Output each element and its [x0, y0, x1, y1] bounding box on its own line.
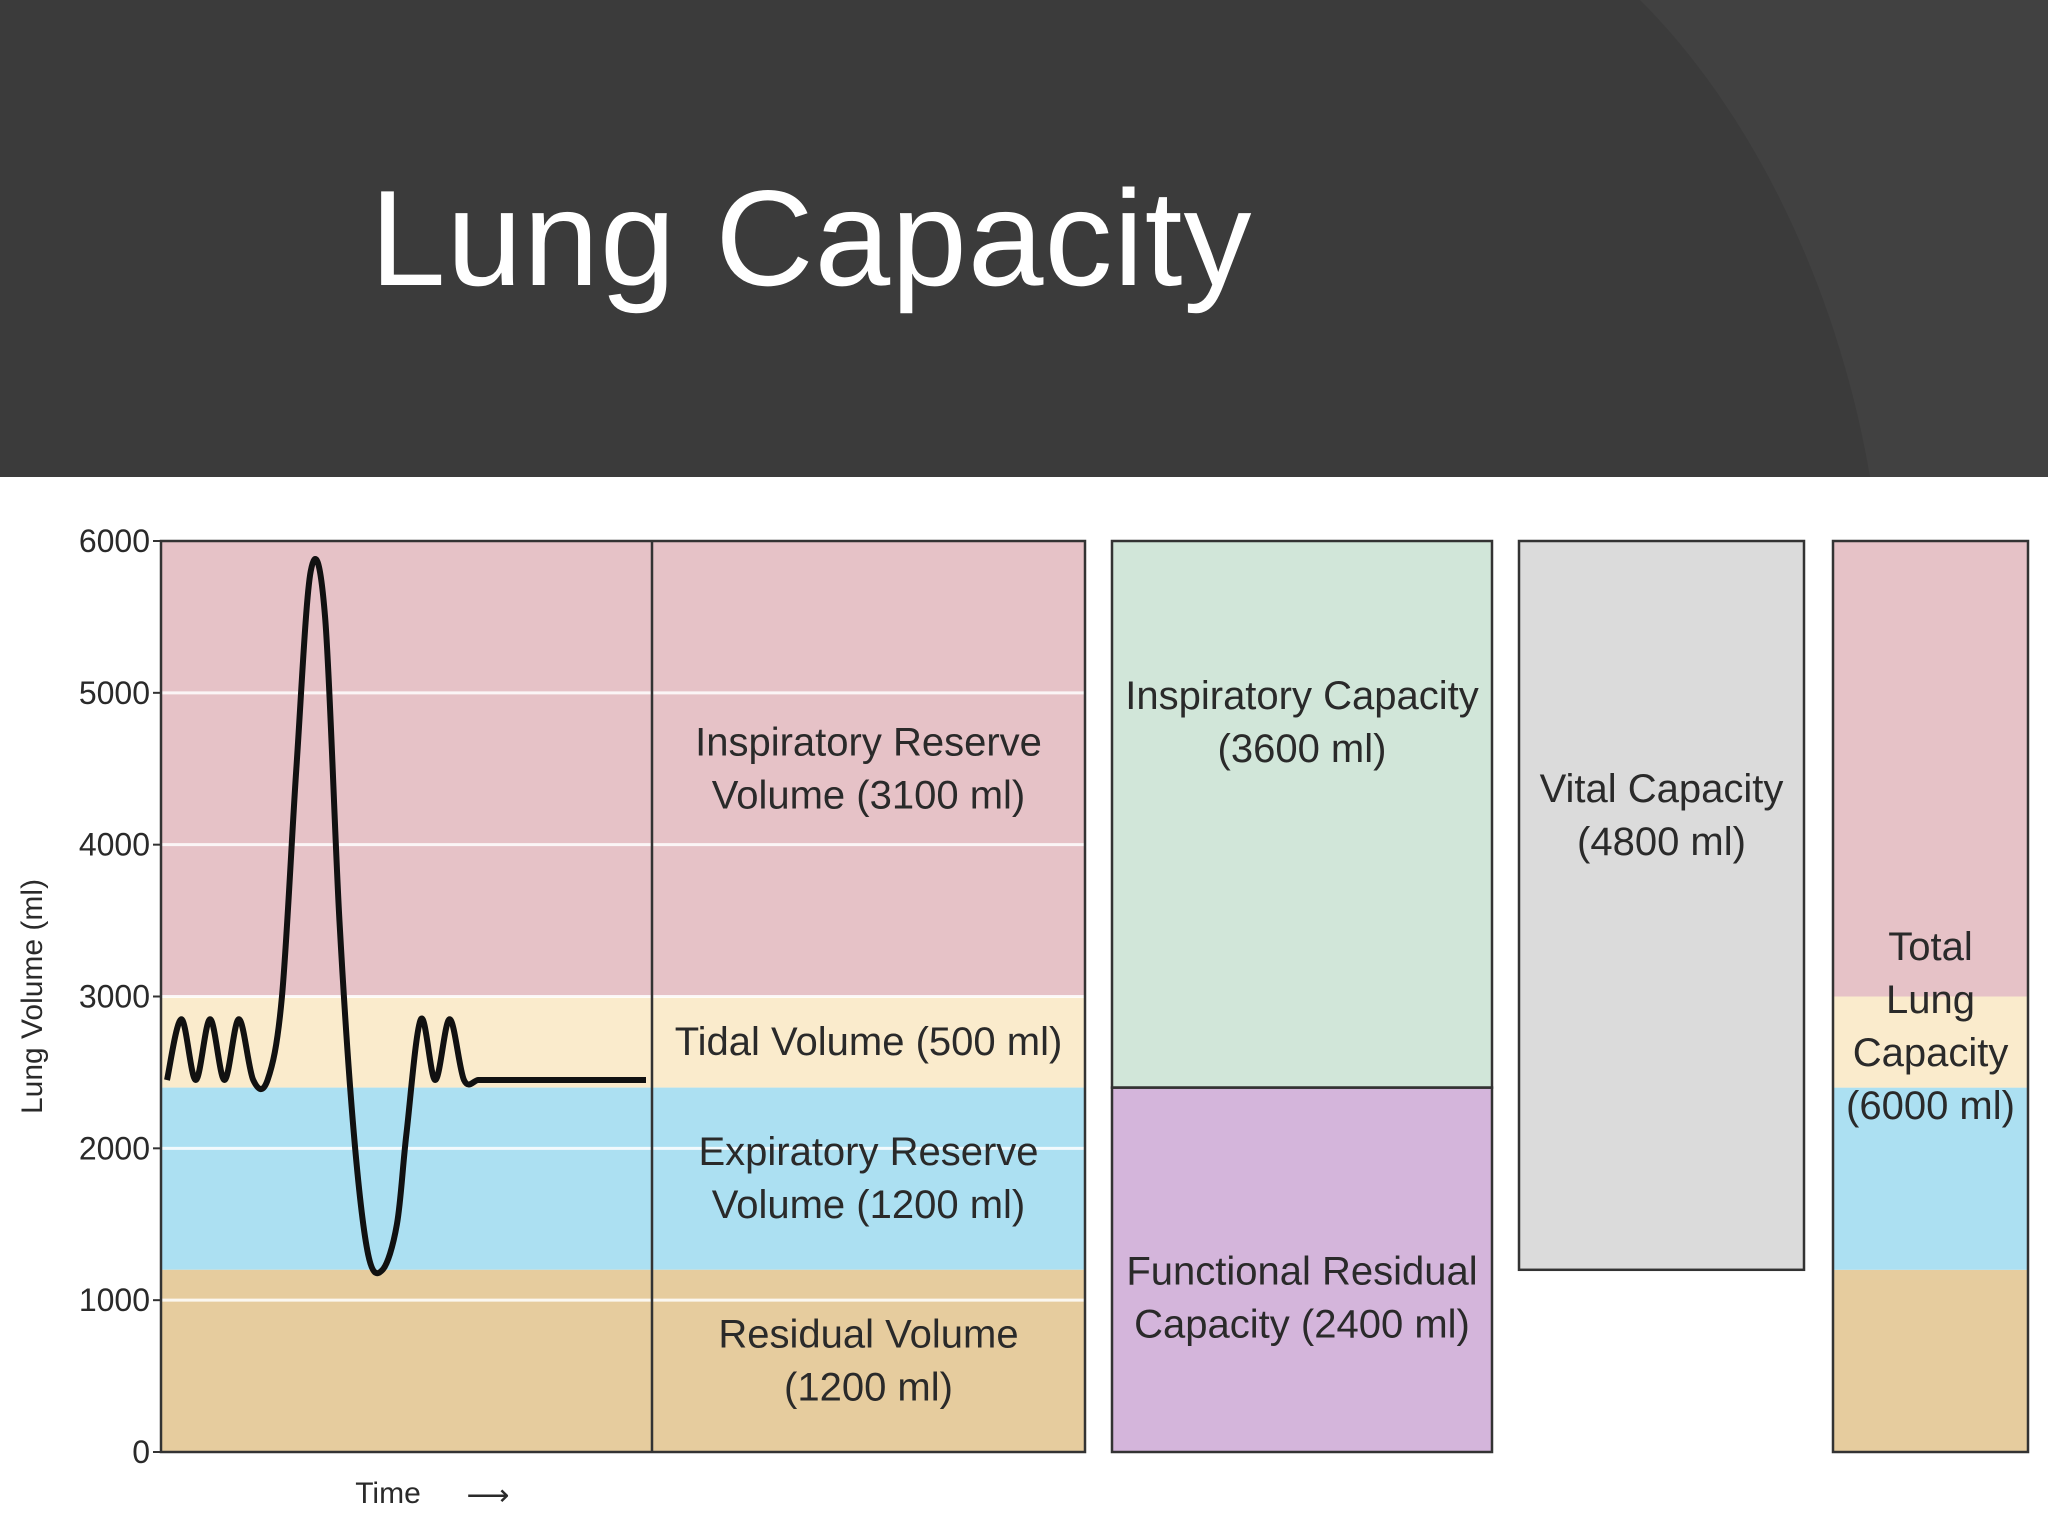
label-total_lung_capacity-line: Lung: [1886, 978, 1975, 1022]
y-tick-label: 5000: [79, 675, 150, 711]
breathing-trace-line: [164, 556, 646, 1277]
band-erv: [161, 1087, 1085, 1270]
band-irv: [161, 541, 1085, 997]
label-tidal-line: Tidal Volume (500 ml): [675, 1020, 1063, 1064]
y-tick-label: 3000: [79, 979, 150, 1015]
band-residual: [161, 1269, 1085, 1452]
lung-capacity-chart: 0 1000 2000 3000 4000 5000 6000 Lung Volume (ml…: [16, 523, 2030, 1512]
label-total_lung_capacity: Total Lung Capacity (6000 ml): [1846, 925, 2015, 1128]
y-tick-label: 0: [132, 1434, 150, 1470]
y-tick-label: 6000: [79, 523, 150, 559]
x-axis-title: Time: [355, 1477, 421, 1510]
label-tidal: Tidal Volume (500 ml): [675, 1020, 1063, 1064]
y-tick-label: 1000: [79, 1282, 150, 1318]
slide-header: Lung Capacity: [0, 0, 2048, 477]
label-vital_capacity-line: Vital Capacity: [1540, 767, 1784, 811]
label-vital_capacity: Vital Capacity (4800 ml): [1540, 767, 1784, 864]
tlc-segment-irv: [1833, 541, 2028, 997]
capacity-border: [1831, 539, 2030, 1454]
label-erv-line: Expiratory Reserve: [698, 1130, 1038, 1174]
header-arc-decoration: [1640, 0, 2048, 477]
capacity-border: [1517, 539, 1806, 1272]
slide-title: Lung Capacity: [370, 162, 1253, 314]
y-axis-title: Lung Volume (ml): [16, 879, 49, 1114]
label-inspiratory_capacity-line: Inspiratory Capacity: [1125, 674, 1478, 718]
y-tick-label: 2000: [79, 1130, 150, 1166]
label-irv-line: Inspiratory Reserve: [695, 720, 1042, 764]
label-erv-line: Volume (1200 ml): [712, 1183, 1025, 1227]
tlc-segment-tidal: [1833, 996, 2028, 1088]
capacity-frc: [1112, 1087, 1492, 1452]
label-frc: Functional Residual Capacity (2400 ml): [1126, 1249, 1477, 1346]
label-total_lung_capacity-line: Capacity: [1853, 1031, 2009, 1075]
breathing-trace: [164, 556, 646, 1277]
tlc-segment-residual: [1833, 1269, 2028, 1452]
label-inspiratory_capacity-line: (3600 ml): [1218, 727, 1387, 771]
time-arrow-icon: ⟶: [466, 1479, 509, 1512]
capacity-vital_capacity: [1519, 541, 1804, 1270]
label-residual-line: (1200 ml): [784, 1365, 953, 1409]
label-residual: Residual Volume (1200 ml): [718, 1312, 1018, 1409]
label-vital_capacity-line: (4800 ml): [1577, 820, 1746, 864]
y-tick-label: 4000: [79, 827, 150, 863]
chart-axis: 0 1000 2000 3000 4000 5000 6000 Lung Volume (ml…: [16, 523, 510, 1512]
label-frc-line: Capacity (2400 ml): [1134, 1302, 1470, 1346]
label-frc-line: Functional Residual: [1126, 1249, 1477, 1293]
label-total_lung_capacity-line: Total: [1888, 925, 1973, 969]
tlc-segment-erv: [1833, 1087, 2028, 1270]
capacity-inspiratory_capacity: [1112, 541, 1492, 1088]
chart-gridlines: [161, 691, 1085, 1302]
band-tidal: [161, 996, 1085, 1088]
label-residual-line: Residual Volume: [718, 1312, 1018, 1356]
label-irv-line: Volume (3100 ml): [712, 773, 1025, 817]
label-irv: Inspiratory Reserve Volume (3100 ml): [695, 720, 1042, 817]
capacity-border: [1110, 1086, 1494, 1454]
label-inspiratory_capacity: Inspiratory Capacity (3600 ml): [1125, 674, 1478, 771]
label-total_lung_capacity-line: (6000 ml): [1846, 1084, 2015, 1128]
chart-labels: Inspiratory Reserve Volume (3100 ml) Tidal…: [675, 674, 2015, 1410]
label-erv: Expiratory Reserve Volume (1200 ml): [698, 1130, 1038, 1227]
